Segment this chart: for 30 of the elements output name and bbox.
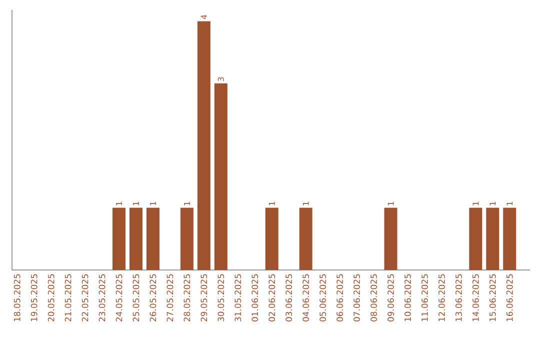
x-tick-label: 15.06.2025 bbox=[489, 274, 496, 322]
x-tick-label: 24.05.2025 bbox=[116, 274, 122, 322]
x-tick-label: 19.05.2025 bbox=[30, 274, 38, 322]
x-tick-label: 25.05.2025 bbox=[132, 274, 140, 322]
x-tick-label: 27.05.2025 bbox=[166, 274, 174, 322]
x-tick-label: 02.06.2025 bbox=[268, 274, 276, 322]
x-tick-label: 09.06.2025 bbox=[388, 274, 394, 322]
x-tick-label: 23.05.2025 bbox=[98, 274, 106, 322]
x-tick-label: 26.05.2025 bbox=[150, 274, 156, 322]
x-tick-label: 21.05.2025 bbox=[64, 274, 72, 322]
x-tick-label: 29.05.2025 bbox=[200, 274, 208, 322]
x-tick-label: 18.05.2025 bbox=[14, 274, 20, 322]
x-tick-label: 03.06.2025 bbox=[286, 274, 292, 322]
x-tick-label: 16.06.2025 bbox=[506, 274, 513, 322]
x-tick-label: 30.05.2025 bbox=[218, 274, 224, 322]
x-tick-label: 22.05.2025 bbox=[82, 274, 88, 322]
x-tick-label: 10.06.2025 bbox=[404, 274, 411, 322]
x-tick-label: 04.06.2025 bbox=[302, 274, 310, 322]
x-tick-label: 31.05.2025 bbox=[234, 274, 242, 322]
x-tick-label: 28.05.2025 bbox=[184, 274, 190, 322]
x-tick-label: 06.06.2025 bbox=[336, 274, 343, 322]
x-tick-label: 08.06.2025 bbox=[370, 274, 377, 322]
x-tick-label: 01.06.2025 bbox=[252, 274, 258, 322]
x-tick-label: 07.06.2025 bbox=[354, 274, 360, 322]
x-tick-label: 20.05.2025 bbox=[48, 274, 54, 322]
x-tick-label: 11.06.2025 bbox=[422, 274, 428, 322]
x-tick-label: 13.06.2025 bbox=[455, 274, 462, 322]
x-tick-label: 05.06.2025 bbox=[320, 274, 326, 322]
x-tick-label: 12.06.2025 bbox=[438, 274, 445, 322]
x-tick-label: 14.06.2025 bbox=[472, 274, 479, 322]
